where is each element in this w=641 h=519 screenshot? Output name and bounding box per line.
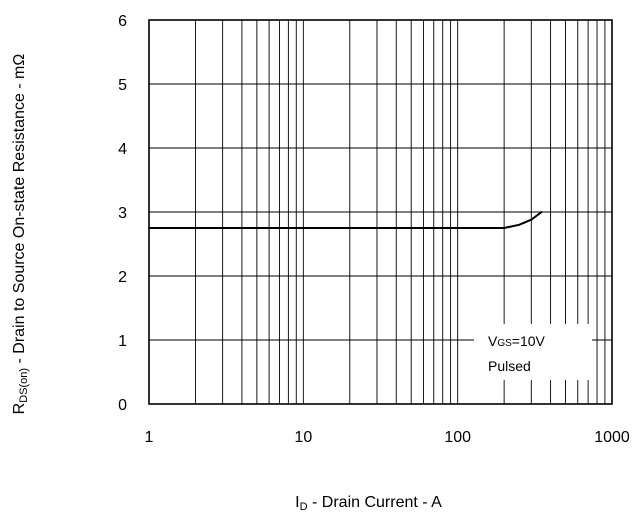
x-tick-label: 100 [444, 429, 471, 446]
x-axis-label: ID - Drain Current - A [295, 494, 442, 513]
x-tick-labels: 1 10 100 1000 [145, 429, 630, 446]
annotation-vgs: VGS=10V [488, 333, 546, 349]
series-line [148, 211, 543, 229]
x-tick-label: 1000 [594, 429, 630, 446]
plot-area-frame [148, 19, 613, 405]
annotation-pulsed: Pulsed [488, 358, 531, 374]
x-tick-label: 1 [145, 429, 154, 446]
y-tick-label: 6 [118, 13, 127, 30]
series-layer [148, 211, 543, 229]
y-tick-label: 2 [118, 269, 127, 286]
annotation-box: VGS=10V Pulsed [474, 324, 592, 380]
y-tick-label: 3 [118, 205, 127, 222]
y-axis-label: RDS(on) - Drain to Source On-state Resis… [11, 54, 30, 415]
annotation-background [474, 324, 592, 380]
x-tick-label: 10 [294, 429, 312, 446]
y-tick-label: 0 [118, 397, 127, 414]
y-tick-label: 1 [118, 333, 127, 350]
y-tick-labels: 0 1 2 3 4 5 6 [118, 13, 127, 414]
y-tick-label: 5 [118, 77, 127, 94]
y-tick-label: 4 [118, 141, 127, 158]
